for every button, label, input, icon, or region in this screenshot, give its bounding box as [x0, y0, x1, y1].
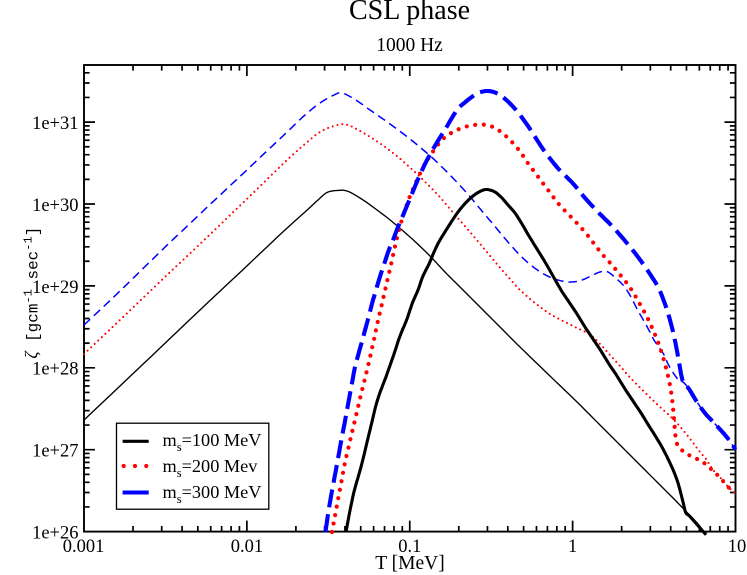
svg-text:0.01: 0.01: [231, 537, 263, 557]
svg-text:1e+28: 1e+28: [32, 360, 78, 380]
svg-text:0.1: 0.1: [398, 537, 421, 557]
svg-text:1e+29: 1e+29: [32, 278, 78, 298]
svg-text:1e+30: 1e+30: [32, 196, 78, 216]
svg-text:1: 1: [568, 537, 577, 557]
svg-text:0.001: 0.001: [63, 537, 105, 557]
svg-text:10: 10: [728, 537, 747, 557]
svg-text:1e+27: 1e+27: [32, 442, 78, 462]
svg-text:1e+26: 1e+26: [32, 524, 78, 544]
svg-text:1e+31: 1e+31: [32, 114, 78, 134]
